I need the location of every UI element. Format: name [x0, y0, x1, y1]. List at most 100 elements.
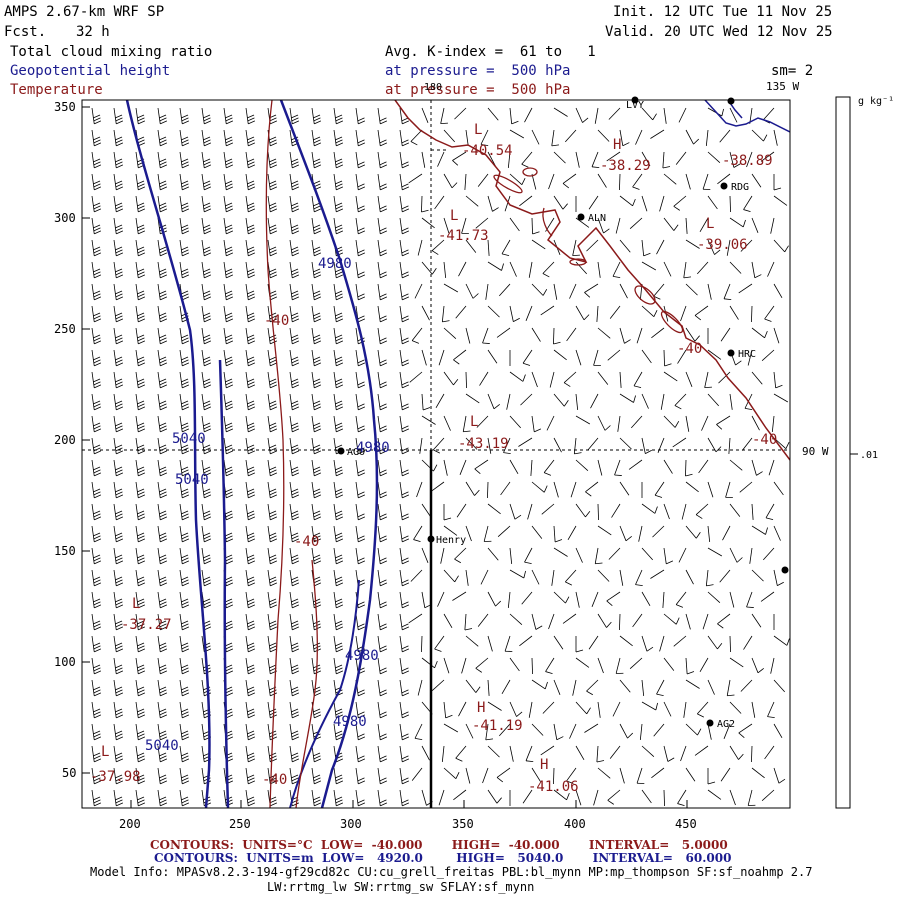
wind-barb [465, 239, 477, 253]
wind-barb [311, 481, 322, 499]
wind-barb [245, 129, 256, 147]
wind-barb [245, 437, 256, 455]
wind-barb [91, 591, 102, 609]
wind-barb [311, 789, 322, 807]
wind-barb [694, 745, 709, 756]
wind-barb [729, 701, 742, 714]
wind-barb [443, 327, 457, 340]
wind-barb [619, 371, 622, 388]
wind-barb [223, 129, 234, 147]
wind-barb [311, 217, 322, 235]
wind-barb [267, 745, 278, 763]
wind-barb [91, 327, 102, 345]
wind-barb [597, 503, 599, 521]
wind-barb [597, 767, 611, 779]
wind-barb [588, 195, 599, 210]
temp-value: -38.89 [722, 153, 773, 169]
height-contour-4980-main [279, 100, 379, 808]
temp-contour-label: -40 [752, 432, 777, 448]
wind-barb [498, 283, 511, 297]
wind-barb [548, 613, 555, 630]
wind-barb [438, 789, 445, 806]
wind-barb [267, 151, 278, 169]
wind-barb [413, 525, 423, 542]
wind-barb [707, 768, 716, 785]
wind-barb [113, 217, 124, 235]
wind-barb [113, 525, 124, 543]
wind-barb [223, 327, 234, 345]
wind-barb [674, 393, 687, 410]
wind-barb [551, 569, 555, 586]
wind-barb [475, 657, 489, 673]
wind-barb [591, 151, 600, 169]
wind-barb [485, 283, 489, 300]
wind-barb [641, 261, 657, 271]
temp-value: -43.19 [458, 436, 509, 452]
wind-barb [179, 789, 190, 807]
wind-barb [201, 261, 212, 279]
wind-barb [421, 151, 426, 168]
wind-barb [91, 679, 102, 697]
wind-barb [594, 107, 599, 124]
wind-barb [245, 767, 256, 785]
wind-barb [311, 701, 322, 719]
wind-barb [770, 217, 775, 234]
wind-barb [201, 195, 212, 213]
wind-barb [113, 349, 124, 367]
wind-barb [289, 261, 300, 279]
wind-barb [355, 415, 366, 433]
wind-barb [653, 723, 665, 737]
wind-barb [377, 349, 388, 367]
wind-barb [179, 701, 190, 719]
wind-barb [564, 569, 577, 586]
wind-barb [201, 371, 212, 389]
station-dot-ago [337, 447, 345, 455]
wind-barb [245, 371, 256, 389]
wind-barb [575, 745, 585, 761]
wind-barb [773, 635, 790, 646]
wind-barb [223, 481, 234, 499]
wind-barb [443, 569, 459, 583]
wind-barb [179, 437, 190, 455]
wind-barb [113, 371, 124, 389]
wind-barb [135, 415, 146, 433]
wind-barb [699, 657, 709, 673]
wind-barb [333, 481, 344, 499]
wind-barb [443, 129, 456, 143]
wind-barb [377, 129, 388, 147]
wind-barb [677, 789, 687, 806]
wind-barb [289, 481, 300, 499]
wind-barb [91, 349, 102, 367]
wind-barb [465, 129, 469, 146]
wind-barb [377, 459, 388, 477]
y-tick: 200 [54, 433, 76, 447]
wind-barb [587, 437, 599, 451]
wind-barb [567, 525, 577, 541]
wind-barb [767, 261, 775, 277]
wind-barb [641, 745, 655, 758]
wind-barb [685, 679, 700, 689]
wind-barb [575, 415, 591, 425]
wind-barb [91, 371, 102, 389]
wind-barb [619, 525, 632, 542]
wind-barb [311, 239, 322, 257]
station-lvy: LVY [626, 100, 644, 111]
wind-barb [531, 679, 548, 690]
wind-barb [91, 305, 102, 323]
wind-barb [607, 349, 621, 361]
wind-barb [157, 481, 168, 499]
wind-barb [443, 723, 459, 733]
wind-barb [566, 327, 577, 342]
wind-barb [707, 239, 721, 255]
wind-barb [717, 173, 731, 185]
wind-barb [414, 283, 423, 299]
temp-contour-label: -40 [262, 772, 287, 788]
wind-barb [482, 327, 490, 344]
wind-barb [575, 217, 590, 228]
wind-barb [355, 745, 366, 763]
wind-barb [135, 349, 146, 367]
wind-barb [461, 217, 469, 234]
wind-barb [223, 195, 234, 213]
wind-barb [443, 504, 452, 521]
wind-barb [483, 525, 492, 542]
